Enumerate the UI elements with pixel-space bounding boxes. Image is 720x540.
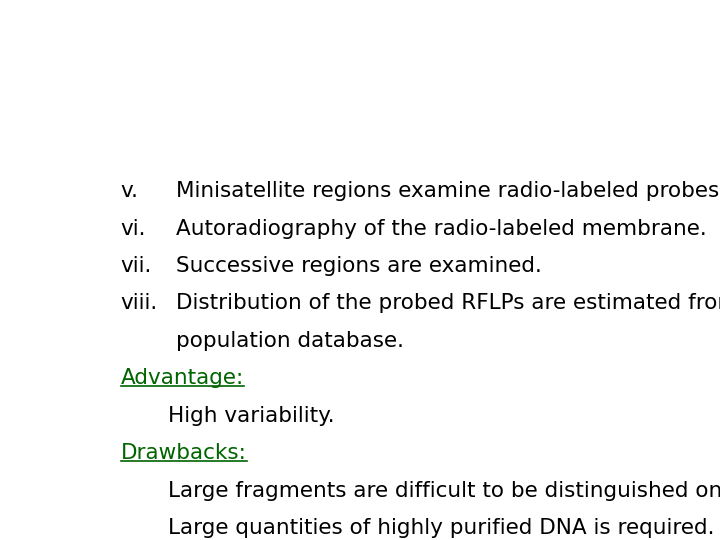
Text: Drawbacks:: Drawbacks:: [121, 443, 246, 463]
Text: Autoradiography of the radio-labeled membrane.: Autoradiography of the radio-labeled mem…: [176, 219, 707, 239]
Text: v.: v.: [121, 181, 139, 201]
Text: Minisatellite regions examine radio-labeled probes.: Minisatellite regions examine radio-labe…: [176, 181, 720, 201]
Text: vi.: vi.: [121, 219, 146, 239]
Text: viii.: viii.: [121, 294, 158, 314]
Text: population database.: population database.: [176, 331, 405, 351]
Text: Distribution of the probed RFLPs are estimated from a: Distribution of the probed RFLPs are est…: [176, 294, 720, 314]
Text: Advantage:: Advantage:: [121, 368, 244, 388]
Text: Successive regions are examined.: Successive regions are examined.: [176, 256, 542, 276]
Text: Large quantities of highly purified DNA is required.: Large quantities of highly purified DNA …: [168, 518, 715, 538]
Text: High variability.: High variability.: [168, 406, 335, 426]
Text: Large fragments are difficult to be distinguished on the gel.: Large fragments are difficult to be dist…: [168, 481, 720, 501]
Text: vii.: vii.: [121, 256, 152, 276]
